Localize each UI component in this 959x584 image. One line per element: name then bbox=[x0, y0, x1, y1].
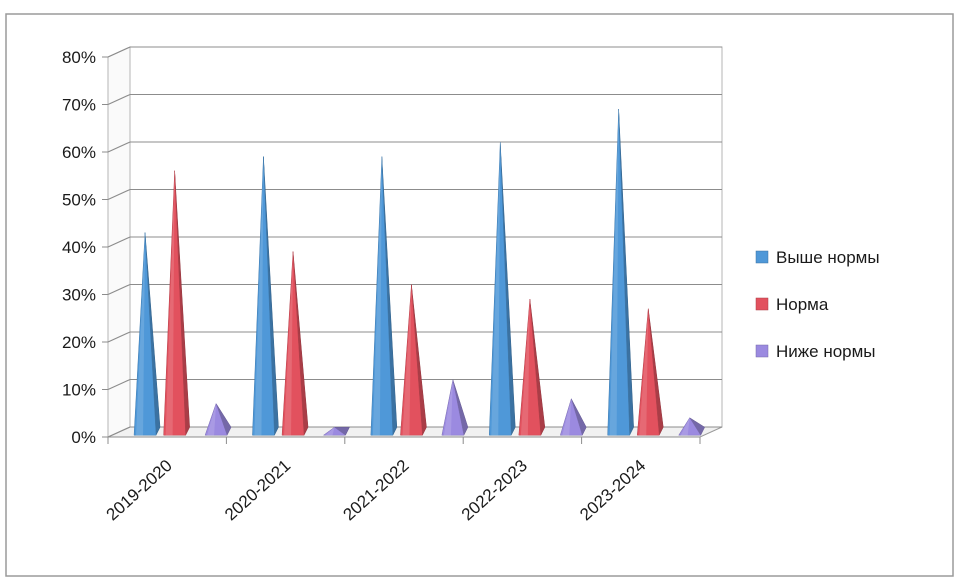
chart-marks bbox=[133, 108, 706, 437]
pyramid-highlight bbox=[372, 156, 382, 436]
y-tick-label: 40% bbox=[62, 238, 96, 257]
pyramid-highlight bbox=[639, 308, 649, 436]
gridline bbox=[107, 46, 722, 58]
gridline bbox=[107, 93, 722, 106]
y-tick-label: 10% bbox=[62, 381, 96, 400]
pyramid-highlight bbox=[207, 403, 217, 436]
pyramid-mark bbox=[607, 108, 634, 436]
pyramid-highlight bbox=[165, 170, 175, 436]
pyramid-highlight bbox=[680, 417, 690, 436]
y-tick-label: 50% bbox=[62, 191, 96, 210]
gridline bbox=[107, 236, 722, 248]
legend-swatch bbox=[755, 297, 769, 311]
pyramid-highlight bbox=[136, 232, 146, 436]
pyramid-mark bbox=[204, 402, 232, 436]
pyramid-mark bbox=[636, 308, 664, 437]
pyramid-mark bbox=[252, 156, 279, 436]
gridline bbox=[107, 331, 722, 343]
pyramid-mark bbox=[163, 170, 190, 436]
gridline bbox=[107, 141, 722, 153]
pyramid-highlight bbox=[325, 427, 335, 436]
pyramid-mark bbox=[559, 397, 587, 436]
pyramid-highlight bbox=[562, 398, 572, 436]
legend-item: Выше нормы bbox=[755, 248, 880, 267]
pyramid-mark bbox=[518, 298, 546, 437]
legend-item: Норма bbox=[755, 295, 829, 314]
legend-label: Норма bbox=[776, 295, 829, 314]
legend-swatch bbox=[755, 344, 769, 358]
pyramid-highlight bbox=[443, 379, 453, 436]
y-tick-label: 80% bbox=[62, 48, 96, 67]
pyramid-highlight bbox=[491, 142, 501, 436]
pyramid-mark bbox=[370, 156, 398, 436]
pyramid-mark bbox=[281, 251, 309, 437]
legend-label: Ниже нормы bbox=[776, 342, 876, 361]
y-tick-label: 60% bbox=[62, 143, 96, 162]
legend: Выше нормы Норма Ниже нормы bbox=[755, 248, 880, 361]
pyramid-highlight bbox=[254, 156, 264, 436]
y-tick-label: 20% bbox=[62, 333, 96, 352]
y-tick-label: 0% bbox=[71, 428, 96, 447]
legend-swatch bbox=[755, 250, 769, 264]
legend-label: Выше нормы bbox=[776, 248, 880, 267]
legend-item: Ниже нормы bbox=[755, 342, 876, 361]
pyramid-highlight bbox=[520, 299, 530, 436]
y-tick-label: 30% bbox=[62, 286, 96, 305]
y-axis-ticks: 0% 10% 20% 30% 40% 50% 60% 70% 80% bbox=[62, 48, 108, 447]
pyramid-mark bbox=[322, 426, 350, 436]
y-tick-label: 70% bbox=[62, 96, 96, 115]
gridline bbox=[107, 283, 722, 296]
pyramid-mark bbox=[678, 417, 706, 436]
pyramid-highlight bbox=[609, 109, 619, 436]
pyramid-mark bbox=[400, 284, 427, 437]
pyramid-highlight bbox=[402, 284, 412, 436]
pyramid-mark bbox=[441, 379, 469, 436]
gridline bbox=[107, 188, 722, 201]
pyramid-highlight bbox=[284, 251, 294, 436]
pyramid-mark bbox=[133, 232, 161, 437]
pyramid-mark bbox=[488, 142, 516, 436]
